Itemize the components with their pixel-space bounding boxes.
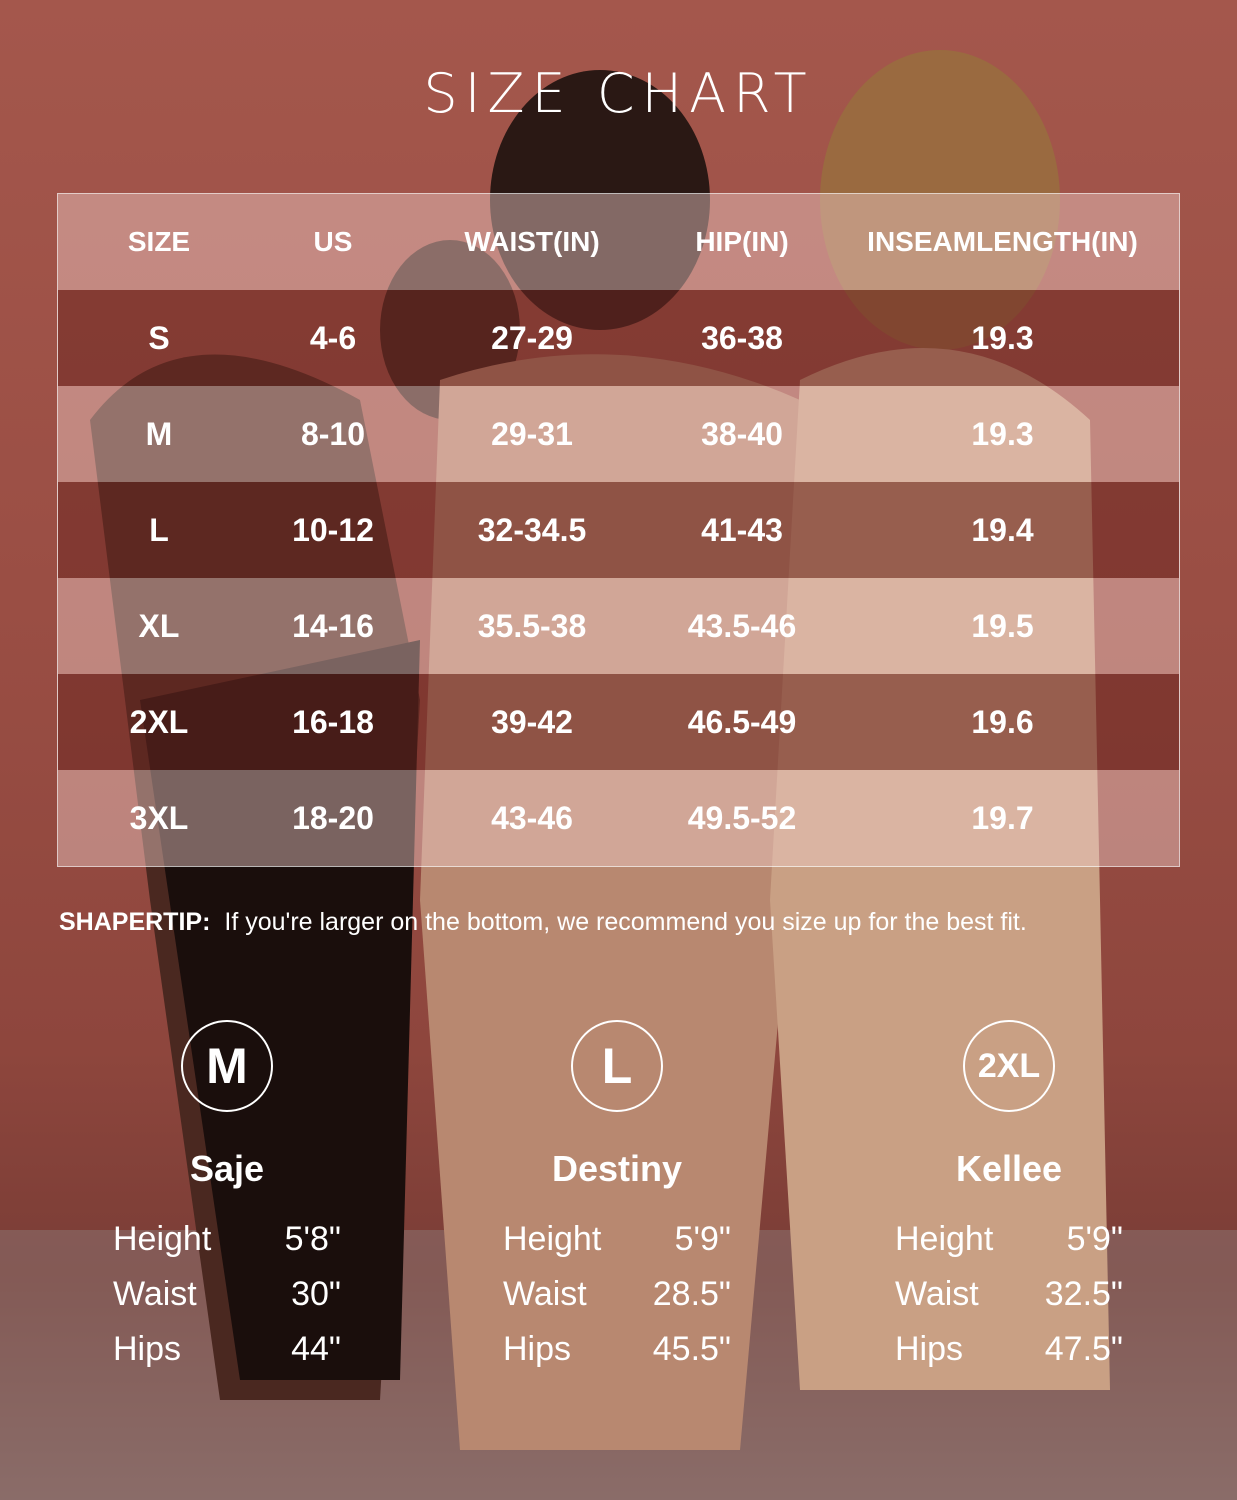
- stat-row: Height 5'9": [895, 1220, 1123, 1275]
- stat-row: Hips 44": [113, 1330, 341, 1385]
- model-stats: Height 5'9" Waist 28.5" Hips 45.5": [467, 1220, 767, 1385]
- model-name: Saje: [189, 1148, 265, 1189]
- table-cell: 41-43: [701, 511, 783, 548]
- table-row: L 10-12 32-34.5 41-43 19.4: [58, 482, 1179, 578]
- table-row: XL 14-16 35.5-38 43.5-46 19.5: [58, 578, 1179, 674]
- table-cell: 19.4: [971, 511, 1034, 548]
- stat-label: Height: [895, 1220, 994, 1258]
- model-stats: Height 5'9" Waist 32.5" Hips 47.5": [859, 1220, 1159, 1385]
- shaper-tip: SHAPERTIP: If you're larger on the bottom…: [59, 908, 1027, 937]
- header-size: SIZE: [127, 226, 191, 257]
- header-hip: HIP(IN): [695, 226, 789, 257]
- model-name: Destiny: [551, 1148, 683, 1189]
- table-header: SIZE US WAIST(IN) HIP(IN) INSEAMLENGTH(I…: [58, 194, 1179, 290]
- table-cell: 3XL: [129, 799, 189, 836]
- table-cell: 36-38: [701, 319, 783, 356]
- table-cell: L: [149, 511, 169, 548]
- table-cell: 19.3: [971, 415, 1034, 452]
- table-cell: 8-10: [300, 415, 366, 452]
- stat-value: 45.5": [652, 1330, 731, 1368]
- stat-label: Height: [113, 1220, 212, 1258]
- table-cell: 19.3: [971, 319, 1034, 356]
- table-cell: 43-46: [491, 799, 573, 836]
- size-badge: L: [571, 1020, 663, 1112]
- table-row: 2XL 16-18 39-42 46.5-49 19.6: [58, 674, 1179, 770]
- table-cell: 4-6: [309, 319, 357, 356]
- table-cell: 14-16: [292, 607, 374, 644]
- header-inseam: INSEAMLENGTH(IN): [867, 226, 1138, 257]
- table-cell: 43.5-46: [687, 607, 797, 644]
- stat-row: Waist 28.5": [503, 1275, 731, 1330]
- table-cell: 19.5: [971, 607, 1034, 644]
- table-cell: 46.5-49: [687, 703, 797, 740]
- stat-label: Hips: [895, 1330, 964, 1368]
- size-badge: M: [181, 1020, 273, 1112]
- size-table: SIZE US WAIST(IN) HIP(IN) INSEAMLENGTH(I…: [57, 193, 1180, 867]
- stat-label: Waist: [895, 1275, 979, 1313]
- stat-row: Waist 30": [113, 1275, 341, 1330]
- table-cell: XL: [138, 607, 180, 644]
- table-cell: 18-20: [292, 799, 374, 836]
- stat-value: 44": [291, 1330, 341, 1368]
- header-waist: WAIST(IN): [464, 226, 600, 257]
- table-cell: 35.5-38: [477, 607, 587, 644]
- tip-text: If you're larger on the bottom, we recom…: [224, 908, 1027, 936]
- stat-label: Height: [503, 1220, 602, 1258]
- table-cell: 19.7: [971, 799, 1034, 836]
- tip-label: SHAPERTIP:: [59, 908, 211, 936]
- stat-row: Hips 45.5": [503, 1330, 731, 1385]
- size-badge: 2XL: [963, 1020, 1055, 1112]
- stat-row: Height 5'9": [503, 1220, 731, 1275]
- table-row: 3XL 18-20 43-46 49.5-52 19.7: [58, 770, 1179, 866]
- stat-label: Waist: [503, 1275, 587, 1313]
- stat-value: 5'9": [674, 1220, 731, 1258]
- stat-row: Hips 47.5": [895, 1330, 1123, 1385]
- model-name: Kellee: [955, 1148, 1063, 1189]
- stat-value: 30": [291, 1275, 341, 1313]
- table-cell: 39-42: [491, 703, 573, 740]
- table-cell: 32-34.5: [477, 511, 587, 548]
- model-stats: Height 5'8" Waist 30" Hips 44": [77, 1220, 377, 1385]
- stat-value: 5'9": [1066, 1220, 1123, 1258]
- model-card: 2XL Kellee Height 5'9" Waist 32.5" Hips 47.5": [859, 1020, 1159, 1385]
- table-cell: 38-40: [701, 415, 783, 452]
- table-cell: 16-18: [292, 703, 374, 740]
- page-title: SIZE CHART: [423, 62, 814, 125]
- header-us: US: [313, 226, 353, 257]
- stat-row: Waist 32.5": [895, 1275, 1123, 1330]
- table-row: M 8-10 29-31 38-40 19.3: [58, 386, 1179, 482]
- stat-row: Height 5'8": [113, 1220, 341, 1275]
- stat-label: Hips: [503, 1330, 572, 1368]
- table-cell: S: [148, 319, 170, 356]
- table-cell: 19.6: [971, 703, 1034, 740]
- table-cell: 49.5-52: [687, 799, 797, 836]
- table-cell: 10-12: [292, 511, 374, 548]
- stat-value: 5'8": [284, 1220, 341, 1258]
- stat-value: 47.5": [1044, 1330, 1123, 1368]
- table-cell: M: [145, 415, 173, 452]
- model-card: L Destiny Height 5'9" Waist 28.5" Hips 45.5": [467, 1020, 767, 1385]
- stat-label: Hips: [113, 1330, 182, 1368]
- table-cell: 29-31: [491, 415, 573, 452]
- table-cell: 27-29: [491, 319, 573, 356]
- model-card: M Saje Height 5'8" Waist 30" Hips 44": [77, 1020, 377, 1385]
- stat-value: 32.5": [1044, 1275, 1123, 1313]
- table-row: S 4-6 27-29 36-38 19.3: [58, 290, 1179, 386]
- table-cell: 2XL: [129, 703, 189, 740]
- stat-value: 28.5": [652, 1275, 731, 1313]
- stat-label: Waist: [113, 1275, 197, 1313]
